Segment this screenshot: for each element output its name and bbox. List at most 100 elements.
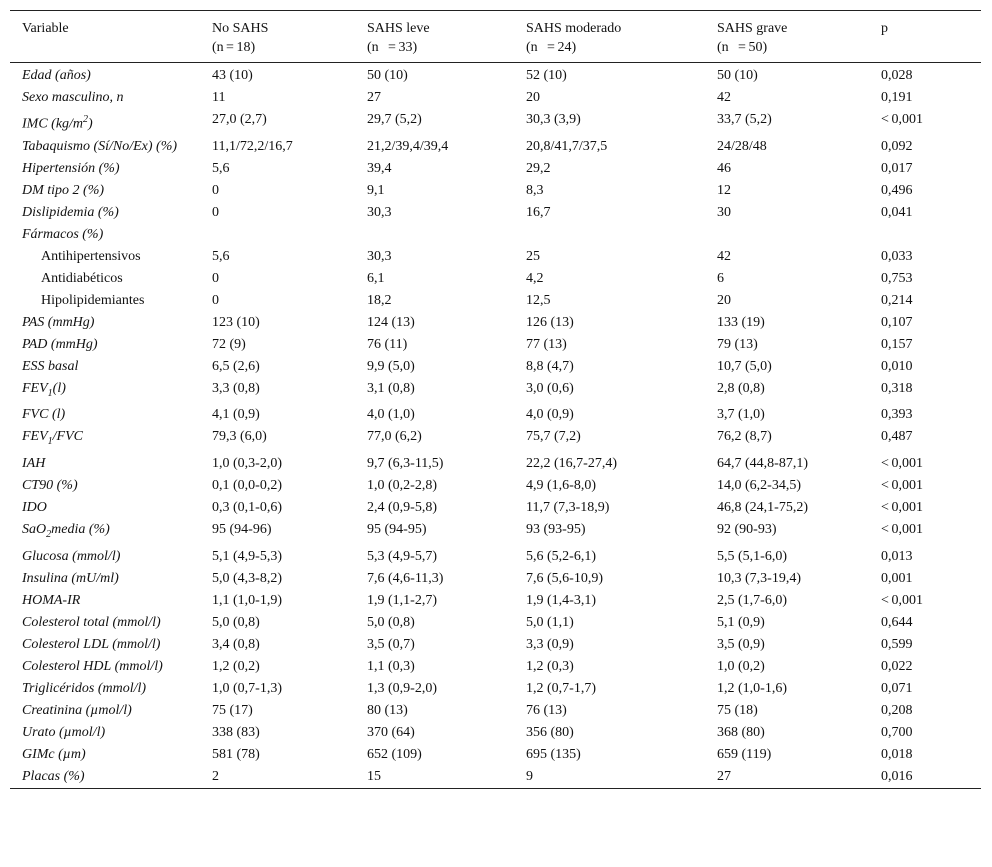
value-cell: 1,9 (1,1-2,7) <box>367 593 437 609</box>
value-cell: 8,3 <box>526 182 544 198</box>
value-cell: 80 (13) <box>367 703 408 719</box>
p-value-cell: 0,700 <box>881 725 913 741</box>
p-value-cell: 0,016 <box>881 769 913 785</box>
value-cell: 24/28/48 <box>717 138 767 154</box>
value-cell: 20,8/41,7/37,5 <box>526 138 608 154</box>
row-variable-label: HOMA-IR <box>10 590 200 612</box>
header-label: Variable <box>22 21 69 36</box>
value-cell: 20 <box>526 90 540 105</box>
value-cell: 7,6 (4,6-11,3) <box>367 571 444 587</box>
header-variable: Variable <box>10 11 200 63</box>
value-cell: 1,0 (0,7-1,3) <box>212 681 282 697</box>
table-row: Hipolipidemiantes 0 18,2 12,5 20 0,214 <box>10 290 981 312</box>
p-value-cell: 0,753 <box>881 270 913 286</box>
table-body: Edad (años) 43 (10) 50 (10) 52 (10) 50 (10) 0… <box>10 63 981 789</box>
header-label: p <box>881 21 888 36</box>
variable-text: Glucosa (mmol/l) <box>22 549 121 565</box>
value-cell: 20 <box>717 292 731 308</box>
value-cell: 1,2 (0,3) <box>526 659 574 675</box>
value-cell: 659 (119) <box>717 747 772 763</box>
variable-text: Antihipertensivos <box>41 248 141 264</box>
row-variable-label: Antidiabéticos <box>10 268 200 290</box>
value-cell: 4,0 (0,9) <box>526 407 574 423</box>
value-cell: 15 <box>367 769 381 785</box>
value-cell: 5,1 (0,9) <box>717 615 765 631</box>
variable-text: Placas (%) <box>22 769 85 785</box>
value-cell: 46 <box>717 160 731 176</box>
value-cell: 1,9 (1,4-3,1) <box>526 593 596 609</box>
table-row: GIMc (µm) 581 (78) 652 (109) 695 (135) 659 (… <box>10 744 981 766</box>
value-cell: 50 (10) <box>717 68 758 83</box>
value-cell: 3,7 (1,0) <box>717 407 765 423</box>
value-cell: 368 (80) <box>717 725 765 741</box>
p-value-cell: 0,092 <box>881 138 913 154</box>
value-cell: 0 <box>212 292 219 308</box>
value-cell: 1,2 (0,7-1,7) <box>526 681 596 697</box>
table-row: Sexo masculino, n 11 27 20 42 0,191 <box>10 87 981 109</box>
value-cell: 25 <box>526 248 540 264</box>
variable-text: PAS (mmHg) <box>22 314 95 330</box>
value-cell: 18,2 <box>367 292 392 308</box>
p-value-cell: < 0,001 <box>881 500 923 516</box>
value-cell: 6 <box>717 270 724 286</box>
data-table: Variable No SAHS (n = 18) SAHS leve (n = 3… <box>10 10 981 789</box>
p-value-cell: 0,010 <box>881 358 913 374</box>
table-row: FVC (l) 4,1 (0,9) 4,0 (1,0) 4,0 (0,9) 3,7 (1… <box>10 404 981 426</box>
value-cell: 27 <box>717 769 731 785</box>
variable-text: GIMc (µm) <box>22 747 86 763</box>
row-variable-label: IDO <box>10 497 200 519</box>
header-sahs-moderado: SAHS moderado (n = 24) <box>514 11 705 63</box>
table-row: ESS basal 6,5 (2,6) 9,9 (5,0) 8,8 (4,7) 10,7… <box>10 356 981 378</box>
value-cell: 1,0 (0,2) <box>717 659 765 675</box>
table-header-row: Variable No SAHS (n = 18) SAHS leve (n = 3… <box>10 10 981 63</box>
value-cell: 4,0 (1,0) <box>367 407 415 423</box>
variable-text: FEV <box>22 380 48 396</box>
value-cell: 93 (93-95) <box>526 522 586 538</box>
value-cell: 72 (9) <box>212 336 246 352</box>
value-cell: 75,7 (7,2) <box>526 429 581 445</box>
p-value-cell: 0,013 <box>881 549 913 565</box>
table-row: HOMA-IR 1,1 (1,0-1,9) 1,9 (1,1-2,7) 1,9 (1,… <box>10 590 981 612</box>
variable-subscript: 1 <box>47 436 53 448</box>
value-cell: 370 (64) <box>367 725 415 741</box>
row-variable-label: Antihipertensivos <box>10 246 200 268</box>
table-row: Glucosa (mmol/l) 5,1 (4,9-5,3) 5,3 (4,9-5,… <box>10 546 981 568</box>
table-row: IMC (kg/m2) 27,0 (2,7) 29,7 (5,2) 30,3 (3,9… <box>10 109 981 136</box>
variable-text: Triglicéridos (mmol/l) <box>22 681 147 697</box>
table-row: Antihipertensivos 5,6 30,3 25 42 0,033 <box>10 246 981 268</box>
value-cell: 76 (13) <box>526 703 567 719</box>
row-variable-label: FEV1(l) <box>10 378 200 405</box>
row-variable-label: CT90 (%) <box>10 475 200 497</box>
value-cell: 75 (18) <box>717 703 758 719</box>
variable-text: Antidiabéticos <box>41 270 123 286</box>
variable-subscript: 2 <box>46 529 52 541</box>
value-cell: 1,0 (0,2-2,8) <box>367 478 437 494</box>
table-row: Edad (años) 43 (10) 50 (10) 52 (10) 50 (10) 0… <box>10 63 981 88</box>
p-value-cell: 0,018 <box>881 747 913 763</box>
value-cell: 79,3 (6,0) <box>212 429 267 445</box>
value-cell: 39,4 <box>367 160 392 176</box>
header-n: (n = 24) <box>526 40 577 55</box>
table-row: Tabaquismo (Sí/No/Ex) (%) 11,1/72,2/16,7 2… <box>10 136 981 158</box>
value-cell: 5,0 (0,8) <box>367 615 415 631</box>
header-sahs-grave: SAHS grave (n = 50) <box>705 11 869 63</box>
value-cell: 1,1 (1,0-1,9) <box>212 593 282 609</box>
p-value-cell: 0,191 <box>881 90 913 105</box>
value-cell: 14,0 (6,2-34,5) <box>717 478 801 494</box>
value-cell: 5,0 (0,8) <box>212 615 260 631</box>
p-value-cell: 0,496 <box>881 182 913 198</box>
row-variable-label: FVC (l) <box>10 404 200 426</box>
value-cell: 29,2 <box>526 160 551 176</box>
table-row: Fármacos (%) <box>10 224 981 246</box>
value-cell: 12 <box>717 182 731 198</box>
value-cell: 6,1 <box>367 270 385 286</box>
p-value-cell: 0,157 <box>881 336 913 352</box>
variable-text: Hipolipidemiantes <box>41 292 145 308</box>
value-cell: 79 (13) <box>717 336 758 352</box>
value-cell: 5,5 (5,1-6,0) <box>717 549 787 565</box>
value-cell <box>705 224 869 246</box>
row-variable-label: FEV1/FVC <box>10 426 200 453</box>
value-cell: 5,0 (1,1) <box>526 615 574 631</box>
value-cell: 3,4 (0,8) <box>212 637 260 653</box>
variable-text: SaO <box>22 522 47 538</box>
